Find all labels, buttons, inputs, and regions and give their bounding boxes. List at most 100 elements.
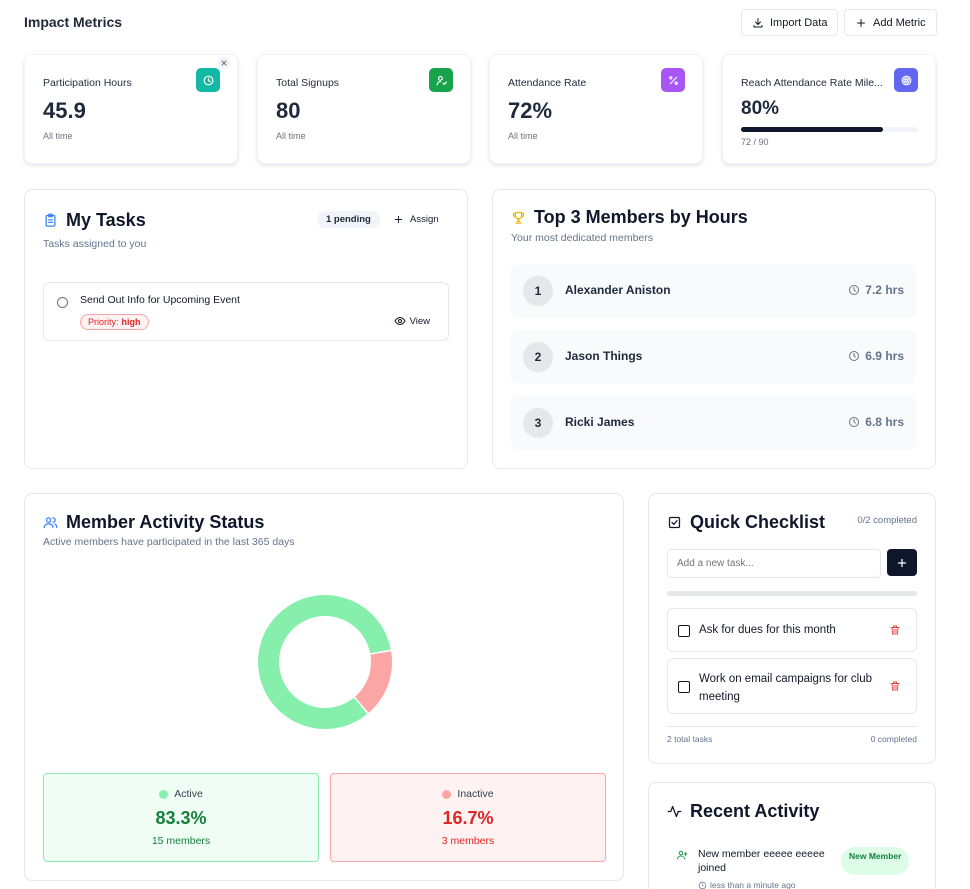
metric-value: 72%: [508, 98, 553, 123]
checklist-progress-text: 0/2 completed: [857, 515, 917, 526]
checklist-item-text: Work on email campaigns for club meeting: [699, 673, 872, 703]
plus-icon: [857, 18, 865, 27]
view-label: View: [409, 315, 430, 327]
metric-sub: All time: [276, 131, 306, 141]
active-stat-box: Active 83.3% 15 members: [43, 773, 319, 862]
priority-badge: Priority: high: [80, 314, 149, 330]
inactive-legend: Inactive: [331, 788, 605, 800]
users-icon: [43, 517, 58, 529]
add-metric-button[interactable]: Add Metric: [844, 9, 937, 36]
checklist-progress-bar: [667, 591, 917, 596]
clock-icon: [849, 417, 860, 427]
metric-card-participation-hours[interactable]: Participation Hours 45.9 All time: [24, 54, 238, 164]
milestone-progress-text: 72 / 90: [741, 137, 769, 147]
milestone-progress-fill: [741, 127, 883, 132]
active-label: Active: [174, 788, 203, 800]
add-task-button[interactable]: [887, 549, 917, 576]
checklist-completed: 0 completed: [870, 734, 917, 744]
close-icon[interactable]: [218, 57, 230, 69]
top-members-subtitle: Your most dedicated members: [511, 232, 654, 244]
clock-icon: [849, 285, 860, 295]
member-row[interactable]: 1 Alexander Aniston 7.2 hrs: [511, 264, 916, 318]
plus-icon: [897, 558, 907, 567]
checklist-checkbox[interactable]: [678, 681, 690, 693]
member-hours: 6.8 hrs: [848, 415, 904, 429]
priority-label: Priority:: [88, 317, 119, 327]
clock-icon: [196, 68, 220, 92]
rank-badge: 2: [523, 342, 553, 372]
top-members-title-text: Top 3 Members by Hours: [534, 207, 748, 227]
inactive-stat-box: Inactive 16.7% 3 members: [330, 773, 606, 862]
view-task-button[interactable]: View: [394, 315, 430, 327]
percent-icon: [661, 68, 685, 92]
member-row[interactable]: 2 Jason Things 6.9 hrs: [511, 330, 916, 384]
metric-value: 45.9: [43, 98, 86, 123]
new-task-input[interactable]: [667, 549, 881, 578]
member-hours-text: 6.8 hrs: [865, 415, 904, 429]
activity-time-text: less than a minute ago: [710, 880, 796, 889]
clipboard-icon: [45, 213, 56, 227]
metric-value: 80: [276, 98, 301, 123]
clock-icon: [698, 881, 707, 889]
my-tasks-title: My Tasks: [43, 210, 146, 231]
trophy-icon: [512, 211, 525, 224]
metric-label: Attendance Rate: [508, 77, 587, 89]
donut-slice-active[interactable]: [258, 595, 391, 729]
donut-slice-inactive[interactable]: [354, 651, 392, 713]
top-members-title: Top 3 Members by Hours: [511, 207, 748, 228]
import-data-button[interactable]: Import Data: [741, 9, 839, 36]
rank-badge: 3: [523, 408, 553, 438]
top-members-card: Top 3 Members by Hours Your most dedicat…: [492, 189, 936, 469]
member-hours: 7.2 hrs: [848, 283, 904, 297]
member-activity-subtitle: Active members have participated in the …: [43, 536, 295, 548]
check-square-icon: [668, 516, 681, 529]
quick-checklist-card: Quick Checklist 0/2 completed Ask for du…: [648, 493, 936, 764]
checklist-item[interactable]: Ask for dues for this month: [667, 608, 917, 652]
checklist-item[interactable]: Work on email campaigns for club meeting: [667, 658, 917, 714]
active-members: 15 members: [151, 835, 211, 847]
assign-button[interactable]: Assign: [393, 211, 439, 228]
checklist-title-text: Quick Checklist: [690, 512, 826, 532]
metric-card-attendance-milestone[interactable]: Reach Attendance Rate Mile... 80% 72 / 9…: [722, 54, 936, 164]
member-name: Alexander Aniston: [565, 283, 671, 297]
import-data-label: Import Data: [770, 16, 828, 29]
inactive-dot: [442, 789, 452, 799]
eye-icon: [394, 316, 406, 326]
task-status-circle[interactable]: [57, 297, 68, 308]
milestone-progress-track: [741, 127, 918, 132]
metric-sub: All time: [508, 131, 538, 141]
metric-value: 80%: [741, 98, 780, 119]
metric-sub: All time: [43, 131, 73, 141]
rank-badge: 1: [523, 276, 553, 306]
activity-donut-chart: [258, 595, 392, 729]
pending-badge: 1 pending: [317, 211, 380, 228]
new-member-badge: New Member: [841, 847, 909, 875]
metric-card-total-signups[interactable]: Total Signups 80 All time: [257, 54, 471, 164]
active-percent: 83.3%: [155, 808, 207, 828]
checklist-divider: [667, 726, 917, 727]
member-hours-text: 7.2 hrs: [865, 283, 904, 297]
user-check-icon: [429, 68, 453, 92]
checklist-item-text: Ask for dues for this month: [699, 624, 836, 636]
metric-label: Total Signups: [276, 77, 340, 89]
member-hours: 6.9 hrs: [848, 349, 904, 363]
clock-icon: [849, 351, 860, 361]
trash-icon[interactable]: [889, 680, 901, 692]
metric-card-attendance-rate[interactable]: Attendance Rate 72% All time: [489, 54, 703, 164]
active-dot: [159, 789, 169, 799]
checklist-checkbox[interactable]: [678, 625, 690, 637]
inactive-label: Inactive: [457, 788, 494, 800]
my-tasks-subtitle: Tasks assigned to you: [43, 238, 147, 250]
task-title: Send Out Info for Upcoming Event: [80, 294, 240, 306]
member-name: Ricki James: [565, 415, 635, 429]
member-hours-text: 6.9 hrs: [865, 349, 904, 363]
inactive-members: 3 members: [441, 835, 495, 847]
metric-label: Reach Attendance Rate Mile...: [741, 77, 883, 89]
task-item[interactable]: Send Out Info for Upcoming Event Priorit…: [43, 282, 449, 341]
trash-icon[interactable]: [889, 624, 901, 636]
member-row[interactable]: 3 Ricki James 6.8 hrs: [511, 396, 916, 450]
assign-label: Assign: [410, 214, 439, 225]
download-icon: [753, 17, 763, 27]
my-tasks-title-text: My Tasks: [66, 210, 146, 230]
recent-activity-title: Recent Activity: [667, 801, 819, 822]
